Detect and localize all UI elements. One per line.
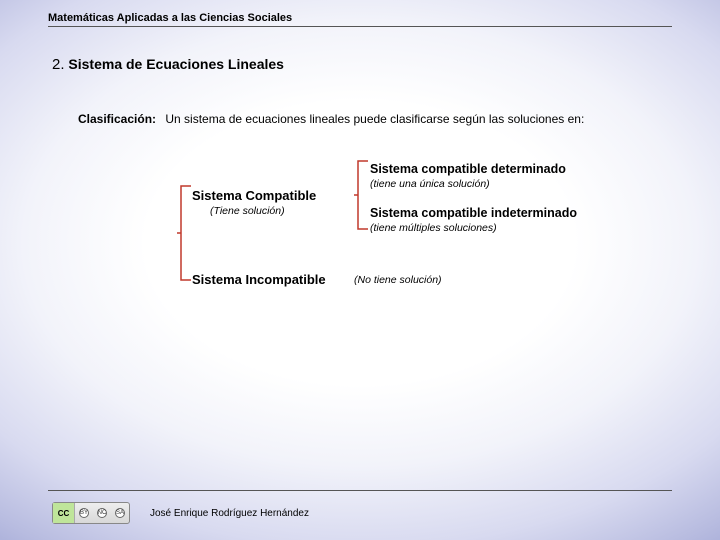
incompatible-title: Sistema Incompatible	[192, 272, 326, 287]
cc-nc-icon: NC	[97, 508, 107, 518]
header-course-title: Matemáticas Aplicadas a las Ciencias Soc…	[48, 12, 292, 24]
bracket-main	[177, 185, 191, 281]
determinado-title: Sistema compatible determinado	[370, 162, 566, 176]
slide: Matemáticas Aplicadas a las Ciencias Soc…	[0, 0, 720, 540]
incompatible-subtitle: (No tiene solución)	[354, 274, 442, 286]
hr-bottom	[48, 490, 672, 491]
bracket-compatible	[354, 160, 368, 230]
classification-row: Clasificación: Un sistema de ecuaciones …	[78, 112, 584, 126]
cc-by-icon: BY	[79, 508, 89, 518]
cc-icon: CC	[53, 503, 75, 523]
section-text: Sistema de Ecuaciones Lineales	[68, 56, 284, 72]
hr-top	[48, 26, 672, 27]
cc-sa-icon: SA	[115, 508, 125, 518]
cc-license-badge: CC BY NC SA	[52, 502, 130, 524]
indeterminado-subtitle: (tiene múltiples soluciones)	[370, 222, 497, 234]
section-number: 2.	[52, 56, 65, 73]
cc-icons-row: BY NC SA	[75, 508, 129, 518]
compatible-subtitle: (Tiene solución)	[210, 205, 285, 217]
section-title: 2. Sistema de Ecuaciones Lineales	[52, 56, 284, 73]
determinado-subtitle: (tiene una única solución)	[370, 178, 490, 190]
compatible-title: Sistema Compatible	[192, 188, 316, 203]
classification-label: Clasificación:	[78, 112, 156, 126]
footer-author: José Enrique Rodríguez Hernández	[150, 508, 309, 519]
classification-description: Un sistema de ecuaciones lineales puede …	[165, 112, 584, 126]
indeterminado-title: Sistema compatible indeterminado	[370, 206, 577, 220]
